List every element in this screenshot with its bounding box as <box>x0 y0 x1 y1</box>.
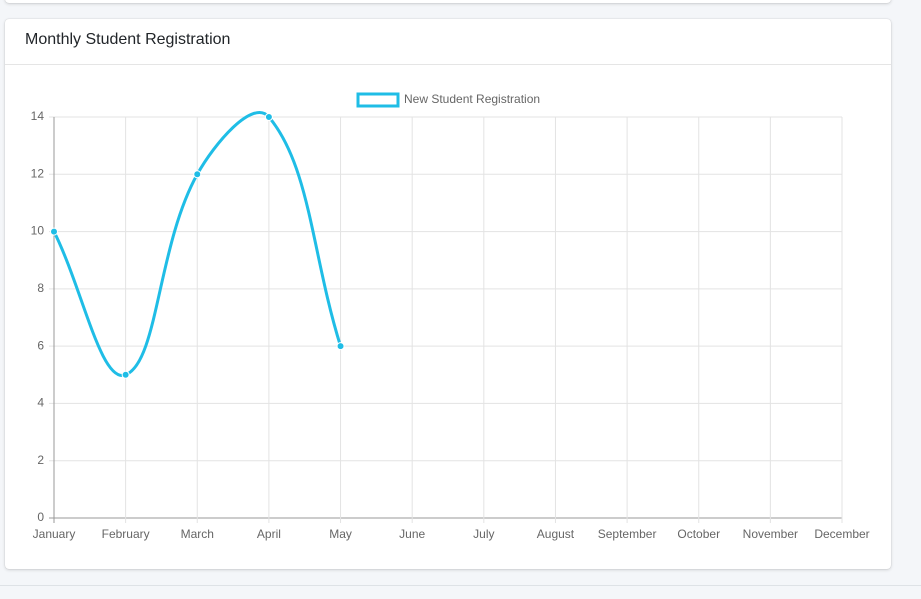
y-tick-label: 2 <box>37 453 44 467</box>
x-tick-label: April <box>257 527 281 541</box>
x-tick-label: May <box>329 527 352 541</box>
y-tick-label: 8 <box>37 281 44 295</box>
point <box>264 113 273 121</box>
y-tick-label: 0 <box>37 510 44 524</box>
point <box>121 370 130 379</box>
line <box>52 111 342 377</box>
x-tick-label: November <box>743 527 798 541</box>
footer-line <box>0 585 921 586</box>
previous-card <box>5 0 891 3</box>
x-tick-label: February <box>102 527 150 541</box>
x-tick-label: October <box>677 527 720 541</box>
x-tick-label: July <box>473 527 494 541</box>
y-tick-label: 14 <box>31 109 45 123</box>
x-tick-label: August <box>537 527 575 541</box>
point <box>50 227 58 236</box>
card-title: Monthly Student Registration <box>25 31 231 48</box>
y-tick-label: 4 <box>37 396 44 410</box>
y-tick-label: 10 <box>31 224 45 238</box>
x-tick-label: December <box>814 527 869 541</box>
y-tick-label: 12 <box>31 166 45 180</box>
legend-label: New Student Registration <box>404 92 540 106</box>
x-tick-label: March <box>181 527 214 541</box>
card-divider <box>5 64 891 65</box>
legend-swatch <box>356 92 400 108</box>
x-tick-label: January <box>33 527 76 541</box>
x-tick-label: September <box>598 527 657 541</box>
point <box>193 170 202 179</box>
point <box>336 342 345 351</box>
card: Monthly Student Registration <box>5 19 891 569</box>
y-tick-label: 6 <box>37 338 44 352</box>
x-tick-label: June <box>399 527 425 541</box>
